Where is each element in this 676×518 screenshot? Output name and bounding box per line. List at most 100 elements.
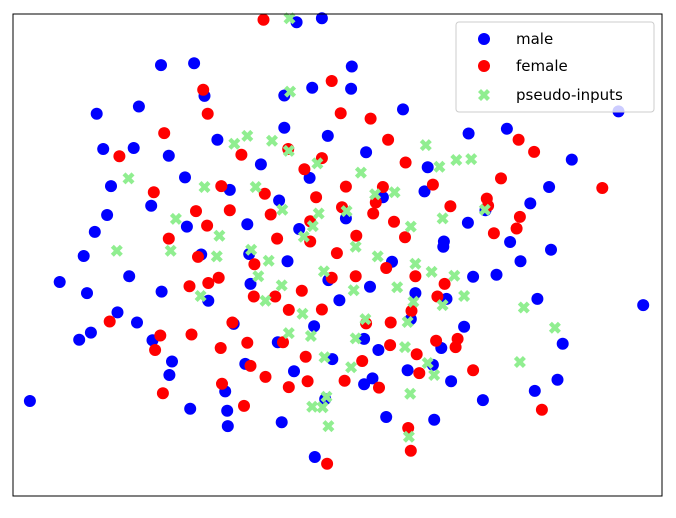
male-point bbox=[77, 250, 90, 262]
female-point bbox=[384, 339, 397, 352]
male-point bbox=[132, 100, 145, 113]
female-point bbox=[235, 148, 248, 161]
female-point bbox=[201, 219, 214, 232]
male-point bbox=[545, 243, 557, 256]
male-point bbox=[81, 287, 93, 300]
female-point bbox=[487, 227, 500, 240]
legend-box bbox=[455, 21, 655, 113]
pseudo-inputs-point bbox=[311, 157, 324, 170]
pseudo-inputs-point bbox=[433, 160, 446, 173]
male-point bbox=[127, 142, 140, 154]
male-point bbox=[345, 82, 358, 95]
female-point bbox=[282, 303, 295, 316]
female-point bbox=[382, 133, 395, 146]
female-point bbox=[310, 191, 323, 204]
pseudo-inputs-point bbox=[164, 244, 177, 257]
male-point bbox=[275, 416, 288, 429]
pseudo-inputs-point bbox=[262, 254, 275, 267]
male-point bbox=[504, 236, 517, 248]
pseudo-inputs-point bbox=[322, 420, 335, 433]
male-point bbox=[409, 287, 422, 300]
male-point bbox=[145, 199, 158, 212]
pseudo-inputs-point bbox=[259, 294, 272, 307]
pseudo-inputs-point bbox=[517, 301, 530, 314]
male-point bbox=[490, 268, 503, 281]
legend-male-marker bbox=[478, 33, 490, 45]
legend-female-marker bbox=[478, 60, 490, 72]
female-point bbox=[380, 262, 393, 274]
female-point bbox=[241, 336, 254, 349]
legend: male female pseudo-inputs bbox=[455, 21, 655, 113]
male-point bbox=[397, 103, 409, 116]
male-point bbox=[366, 372, 379, 385]
female-point bbox=[384, 316, 397, 329]
male-point bbox=[188, 57, 201, 70]
pseudo-inputs-point bbox=[450, 154, 463, 166]
male-point bbox=[428, 413, 441, 426]
female-point bbox=[430, 334, 443, 347]
male-point bbox=[281, 255, 294, 268]
male-point bbox=[531, 292, 544, 305]
pseudo-inputs-point bbox=[359, 313, 372, 326]
male-point bbox=[437, 235, 450, 248]
pseudo-inputs-point bbox=[241, 129, 254, 142]
pseudo-inputs-point bbox=[306, 220, 319, 233]
pseudo-inputs-point bbox=[345, 361, 358, 374]
female-point bbox=[413, 367, 426, 380]
pseudo-inputs-point bbox=[282, 327, 295, 340]
pseudo-inputs-point bbox=[284, 85, 297, 98]
male-point bbox=[401, 364, 414, 377]
female-point bbox=[444, 200, 457, 213]
male-point bbox=[88, 225, 101, 238]
pseudo-inputs-point bbox=[354, 166, 367, 179]
male-point bbox=[372, 344, 385, 356]
male-point bbox=[241, 218, 254, 231]
female-point bbox=[201, 107, 214, 120]
male-point bbox=[90, 107, 103, 120]
legend-pseudo-label: pseudo-inputs bbox=[516, 86, 623, 104]
female-point bbox=[321, 457, 334, 470]
female-point bbox=[216, 377, 228, 390]
pseudo-inputs-point bbox=[252, 270, 265, 283]
pseudo-inputs-point bbox=[249, 181, 262, 193]
female-point bbox=[315, 303, 328, 316]
male-point bbox=[514, 255, 527, 268]
male-point bbox=[221, 404, 234, 417]
female-point bbox=[334, 107, 347, 120]
female-point bbox=[248, 258, 261, 271]
pseudo-inputs-point bbox=[347, 284, 360, 297]
male-point bbox=[467, 270, 480, 283]
female-point bbox=[338, 374, 351, 387]
male-point bbox=[162, 149, 175, 162]
pseudo-inputs-point bbox=[349, 332, 362, 345]
pseudo-inputs-point bbox=[296, 307, 309, 320]
female-point bbox=[271, 232, 284, 245]
pseudo-inputs-point bbox=[419, 139, 432, 152]
pseudo-inputs-point bbox=[304, 330, 317, 342]
female-point bbox=[244, 359, 257, 372]
female-point bbox=[596, 182, 609, 194]
male-point bbox=[462, 127, 475, 140]
male-point bbox=[556, 337, 569, 350]
female-point bbox=[399, 156, 412, 169]
male-point bbox=[326, 353, 339, 366]
male-point bbox=[565, 153, 578, 166]
pseudo-inputs-point bbox=[349, 240, 362, 253]
male-point bbox=[184, 402, 197, 415]
pseudo-inputs-point bbox=[297, 230, 310, 243]
female-point bbox=[513, 210, 526, 223]
male-point bbox=[476, 394, 489, 407]
male-point bbox=[23, 395, 36, 407]
female-point bbox=[247, 290, 260, 303]
female-point bbox=[282, 381, 295, 394]
pseudo-inputs-point bbox=[436, 299, 449, 312]
male-point bbox=[308, 320, 321, 333]
female-point bbox=[257, 13, 270, 26]
male-point bbox=[358, 378, 371, 391]
female-point bbox=[226, 316, 239, 329]
male-point bbox=[500, 122, 513, 135]
female-point bbox=[277, 336, 289, 349]
male-point bbox=[461, 216, 474, 229]
pseudo-inputs-point bbox=[404, 220, 417, 233]
